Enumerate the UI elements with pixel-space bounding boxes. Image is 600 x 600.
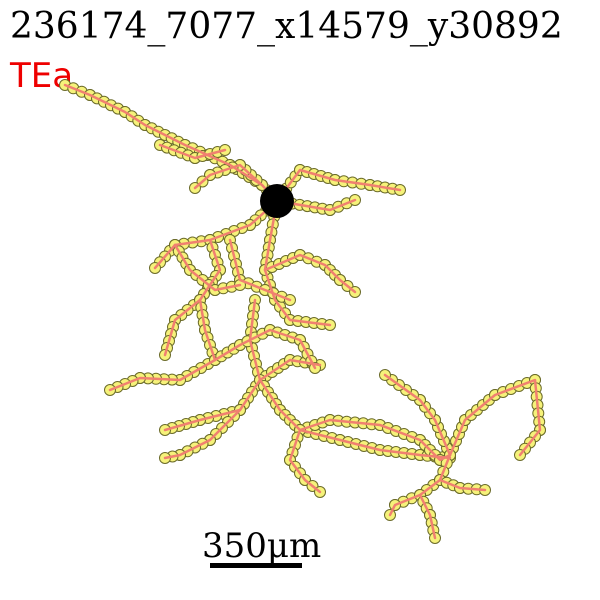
neurite-branch-overlay bbox=[163, 408, 242, 460]
neurite-branch-overlay bbox=[193, 163, 264, 190]
neurite-branch-overlay bbox=[163, 298, 262, 432]
neurite-branch-overlay bbox=[173, 243, 242, 292]
neurite-branch-overlay bbox=[213, 328, 317, 370]
neurite-branch-overlay bbox=[288, 428, 322, 494]
neurite-branch-overlay bbox=[298, 418, 452, 462]
node-layer bbox=[59, 79, 546, 544]
neurite-branch-overlay bbox=[258, 378, 452, 460]
neurite-branch-overlay bbox=[275, 168, 402, 203]
neurite-branch-overlay bbox=[263, 253, 357, 294]
neurite-branch-overlay bbox=[228, 238, 292, 302]
neurite-branch-overlay bbox=[383, 373, 452, 457]
scale-bar bbox=[210, 563, 302, 568]
scale-bar-label: 350μm bbox=[202, 526, 322, 566]
neurite-branch-overlay bbox=[258, 358, 322, 382]
neurite-branch-overlay bbox=[438, 478, 487, 492]
cell-id-title: 236174_7077_x14579_y30892 bbox=[10, 6, 563, 47]
neurite-branch-overlay bbox=[158, 143, 227, 160]
neurite-branch-overlay bbox=[275, 198, 357, 212]
neurite-branch-overlay bbox=[448, 378, 542, 457]
neurite-branch-overlay bbox=[108, 298, 217, 392]
soma bbox=[260, 184, 294, 218]
neurite-branch-overlay bbox=[263, 199, 332, 327]
neurite-branch-overlay bbox=[418, 493, 437, 540]
